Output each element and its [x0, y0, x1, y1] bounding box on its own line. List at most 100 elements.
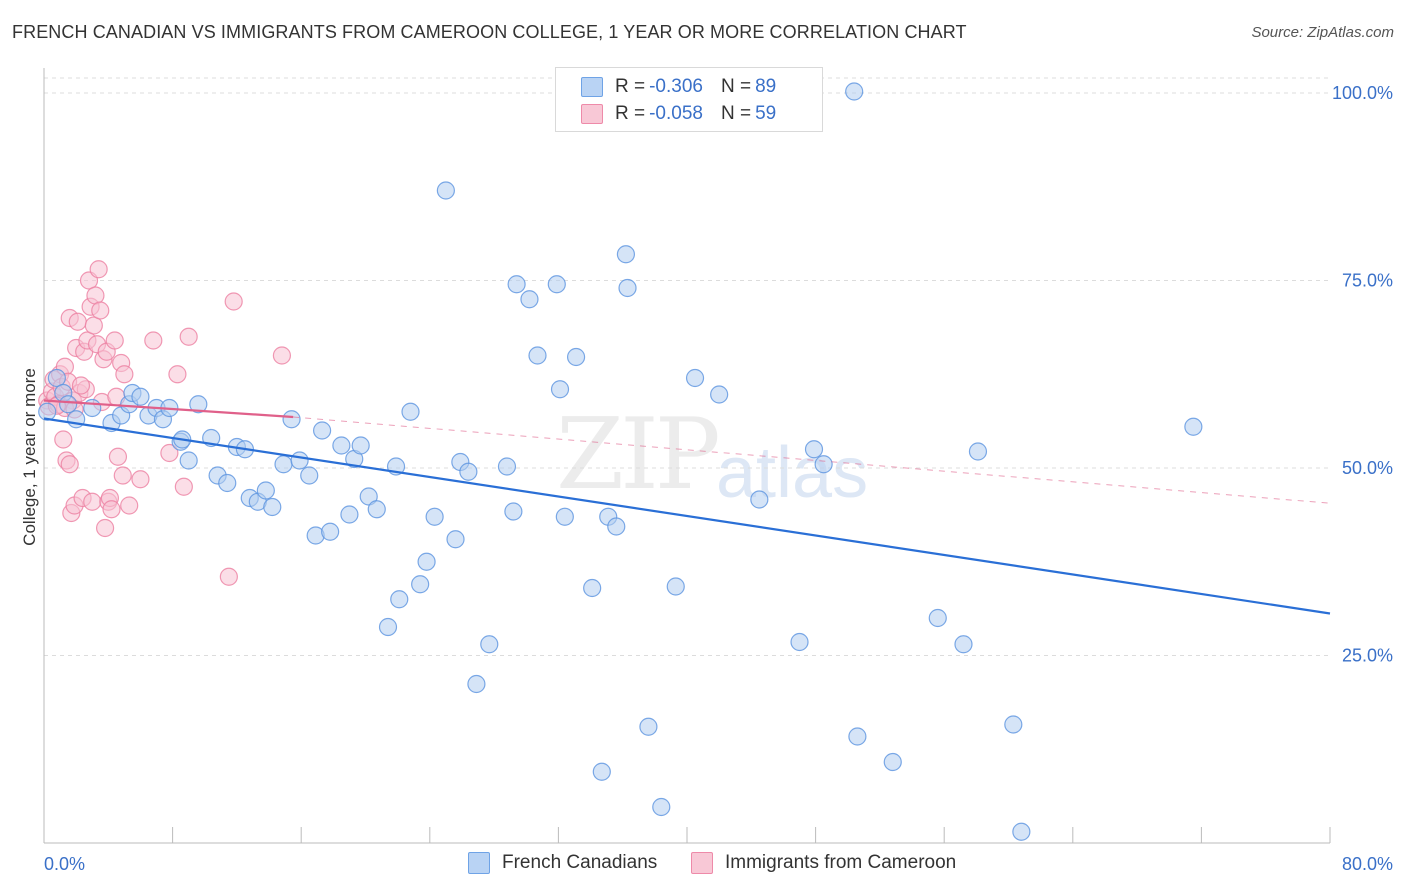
legend-r-value: -0.058 — [649, 103, 703, 124]
french-canadian-point — [274, 455, 293, 474]
cameroon-point — [108, 447, 128, 466]
cameroon-trendline-dashed — [293, 416, 1331, 504]
french-canadian-point — [550, 380, 570, 399]
cameroon-point — [113, 466, 132, 485]
french-canadian-point — [332, 436, 351, 455]
french-canadian-point — [804, 440, 824, 459]
legend-n-label: N = — [720, 103, 752, 124]
cameroon-point — [160, 443, 179, 463]
french-canadian-point — [417, 552, 436, 571]
french-canadian-point — [218, 473, 237, 493]
french-canadians-trendline — [43, 417, 1331, 615]
french-canadian-point — [497, 457, 517, 476]
french-canadian-point — [845, 82, 864, 101]
french-canadian-point — [710, 385, 729, 404]
french-canadian-point — [436, 181, 455, 200]
french-canadian-point — [616, 245, 636, 264]
french-canadian-point — [618, 278, 637, 298]
french-canadian-point — [928, 608, 947, 628]
french-canadian-point — [848, 727, 867, 746]
french-canadian-point — [666, 577, 685, 596]
y-tick-label: 100.0% — [1332, 83, 1393, 103]
correlation-legend: R = -0.306 N = 89 R = -0.058 N = 59 — [555, 67, 823, 132]
french-canadian-point — [321, 522, 340, 541]
series-swatch-pink — [691, 852, 713, 874]
chart-title: FRENCH CANADIAN VS IMMIGRANTS FROM CAMER… — [12, 22, 967, 42]
series-legend-label: French Canadians — [502, 852, 658, 873]
french-canadian-point — [954, 635, 973, 654]
french-canadian-point — [592, 762, 611, 781]
cameroon-point — [174, 477, 193, 496]
french-canadian-point — [566, 347, 586, 367]
cameroon-point — [83, 492, 102, 511]
series-legend-label: Immigrants from Cameroon — [725, 852, 957, 873]
french-canadian-point — [340, 505, 359, 524]
french-canadian-point — [750, 490, 769, 509]
french-canadian-point — [528, 346, 547, 365]
french-canadian-point — [411, 575, 430, 594]
french-canadian-point — [131, 387, 150, 406]
source-label: Source: ZipAtlas.com — [1251, 24, 1394, 41]
cameroon-point — [168, 365, 187, 384]
series-legend-french-canadians: French Canadians — [468, 852, 657, 874]
french-canadian-point — [263, 497, 282, 517]
french-canadian-point — [639, 717, 658, 736]
french-canadian-point — [1012, 822, 1031, 841]
x-tick-label: 0.0% — [44, 854, 85, 874]
cameroon-point — [115, 365, 134, 384]
french-canadian-point — [607, 517, 626, 536]
cameroon-point — [54, 430, 73, 449]
french-canadian-point — [883, 752, 902, 772]
x-tick-label: 80.0% — [1342, 854, 1393, 874]
cameroon-point — [95, 518, 115, 538]
french-canadian-point — [459, 462, 478, 481]
watermark-atlas: atlas — [716, 433, 869, 513]
legend-n-value: 89 — [755, 76, 777, 97]
french-canadian-point — [520, 290, 539, 309]
french-canadian-point — [300, 466, 319, 485]
french-canadian-point — [378, 617, 398, 637]
french-canadian-point — [351, 436, 370, 455]
cameroon-point — [68, 312, 87, 331]
cameroon-point — [71, 376, 91, 395]
legend-row-french-canadians: R = -0.306 N = 89 — [581, 75, 776, 99]
french-canadian-point — [47, 368, 66, 388]
french-canadian-point — [685, 368, 705, 388]
cameroon-point — [105, 331, 124, 350]
watermark-zip: ZIP — [556, 398, 721, 512]
french-canadian-point — [256, 481, 275, 500]
french-canadian-point — [814, 455, 833, 474]
y-tick-label: 25.0% — [1342, 646, 1393, 666]
cameroon-point — [219, 567, 238, 586]
y-tick-label: 50.0% — [1342, 458, 1393, 478]
french-canadian-point — [1184, 417, 1203, 436]
cameroon-point — [86, 286, 105, 305]
french-canadian-point — [83, 398, 102, 418]
french-canadian-point — [282, 410, 301, 429]
legend-row-cameroon: R = -0.058 N = 59 — [581, 102, 776, 126]
cameroon-point — [89, 260, 108, 279]
french-canadian-point — [547, 275, 566, 294]
french-canadian-point — [790, 632, 809, 652]
french-canadian-point — [179, 451, 198, 470]
french-canadian-point — [583, 578, 602, 598]
french-canadian-point — [652, 797, 671, 817]
series-legend-cameroon: Immigrants from Cameroon — [691, 852, 956, 874]
cameroon-point — [272, 346, 292, 365]
french-canadian-point — [1004, 715, 1023, 734]
legend-swatch-pink — [581, 104, 603, 124]
cameroon-point — [84, 316, 103, 335]
legend-n-label: N = — [720, 76, 752, 97]
legend-r-label: R = — [615, 103, 646, 124]
french-canadian-point — [504, 502, 523, 521]
french-canadian-point — [390, 590, 409, 609]
y-tick-label: 75.0% — [1342, 271, 1393, 291]
legend-swatch-blue — [581, 77, 603, 97]
legend-r-value: -0.306 — [649, 76, 703, 97]
french-canadian-point — [290, 451, 309, 470]
series-legend: French Canadians Immigrants from Cameroo… — [0, 852, 1406, 878]
cameroon-trendline — [43, 399, 294, 419]
cameroon-point — [91, 301, 110, 320]
french-canadian-point — [467, 674, 486, 694]
